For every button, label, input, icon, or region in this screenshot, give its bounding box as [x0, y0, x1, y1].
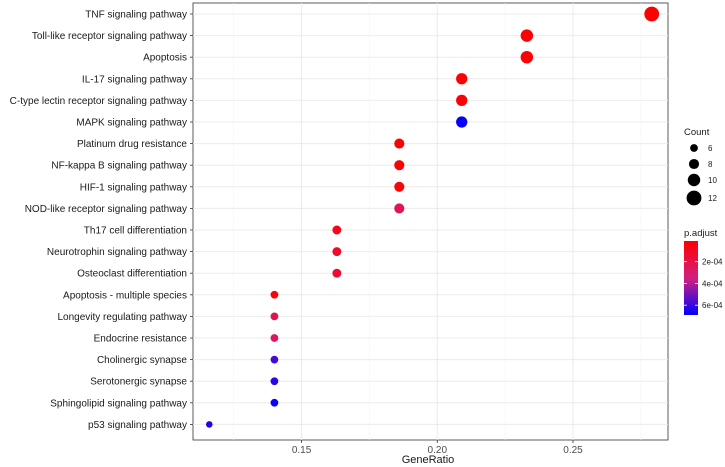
- y-tick-label: Serotonergic synapse: [90, 377, 187, 388]
- x-tick-label: 0.20: [428, 445, 448, 456]
- data-point: [270, 355, 279, 364]
- color-legend-title: p.adjust: [684, 228, 718, 239]
- y-tick-label: HIF-1 signaling pathway: [80, 182, 187, 193]
- color-bar: [684, 241, 698, 315]
- size-legend-key: [688, 158, 700, 170]
- panel-border: [192, 2, 669, 441]
- data-point: [394, 181, 405, 192]
- y-tick-label: Sphingolipid signaling pathway: [50, 398, 187, 409]
- y-tick-label: NF-kappa B signaling pathway: [51, 161, 187, 172]
- data-points: [205, 6, 660, 428]
- y-tick-label: IL-17 signaling pathway: [82, 74, 187, 85]
- x-axis-labels: 0.15 0.20 0.25: [292, 440, 583, 456]
- size-legend: Count 6 8 10 12: [684, 127, 717, 206]
- size-legend-key: [686, 190, 702, 206]
- data-point: [456, 94, 468, 107]
- size-legend-key: [687, 173, 701, 187]
- y-tick-label: MAPK signaling pathway: [76, 118, 187, 129]
- color-legend: p.adjust 2e-04 4e-04 6e-04: [684, 228, 723, 315]
- data-point: [520, 29, 534, 42]
- y-tick-label: TNF signaling pathway: [85, 10, 187, 21]
- color-legend-label: 6e-04: [702, 301, 723, 310]
- grid-lines: [193, 3, 668, 440]
- size-legend-label: 8: [708, 160, 713, 169]
- color-legend-label: 4e-04: [702, 279, 723, 288]
- data-point: [270, 398, 279, 407]
- y-tick-label: NOD-like receptor signaling pathway: [25, 204, 187, 215]
- data-point: [456, 116, 468, 128]
- size-legend-label: 10: [708, 176, 717, 185]
- y-tick-label: Th17 cell differentiation: [84, 226, 187, 237]
- y-axis-labels: TNF signaling pathway Toll-like receptor …: [10, 10, 193, 431]
- y-tick-label: Toll-like receptor signaling pathway: [32, 31, 187, 42]
- y-tick-label: Longevity regulating pathway: [57, 312, 187, 323]
- data-point: [332, 225, 342, 235]
- y-tick-label: Endocrine resistance: [94, 334, 188, 345]
- data-point: [520, 50, 534, 64]
- data-point: [332, 247, 342, 257]
- size-legend-label: 6: [708, 144, 713, 153]
- data-point: [394, 160, 405, 171]
- data-point: [205, 421, 213, 428]
- y-tick-label: Cholinergic synapse: [97, 355, 187, 366]
- data-point: [456, 73, 468, 85]
- x-tick-label: 0.15: [292, 445, 312, 456]
- plot-panel: [192, 2, 669, 441]
- data-point: [270, 290, 279, 299]
- data-point: [332, 268, 342, 278]
- y-tick-label: Neurotrophin signaling pathway: [47, 247, 187, 258]
- data-point: [270, 334, 279, 342]
- data-point: [394, 138, 405, 149]
- data-point: [270, 377, 279, 386]
- data-point: [394, 203, 405, 214]
- y-tick-label: Apoptosis: [143, 53, 187, 64]
- size-legend-label: 12: [708, 194, 717, 203]
- x-tick-label: 0.25: [563, 445, 583, 456]
- y-tick-label: C-type lectin receptor signaling pathway: [10, 96, 187, 107]
- y-tick-label: p53 signaling pathway: [88, 420, 187, 431]
- data-point: [644, 6, 660, 22]
- y-tick-label: Platinum drug resistance: [77, 139, 187, 150]
- x-axis-title: GeneRatio: [402, 454, 455, 466]
- color-legend-label: 2e-04: [702, 258, 723, 267]
- y-tick-label: Apoptosis - multiple species: [63, 290, 187, 301]
- data-point: [270, 312, 279, 321]
- size-legend-key: [690, 144, 698, 152]
- size-legend-title: Count: [684, 127, 710, 138]
- y-tick-label: Osteoclast differentiation: [77, 269, 187, 280]
